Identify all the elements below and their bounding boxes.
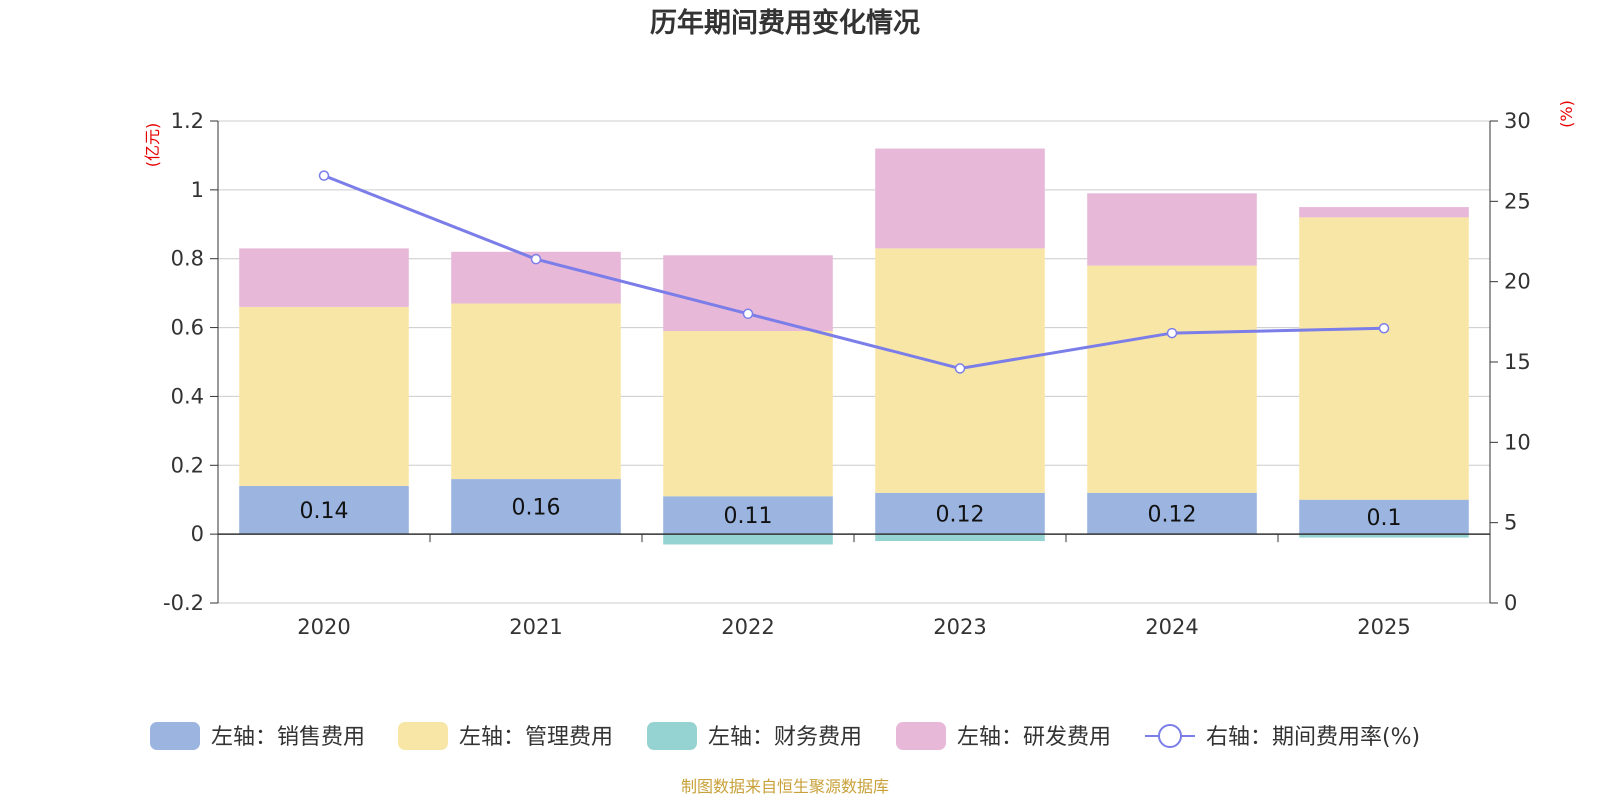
right-tick-label: 15 (1504, 350, 1531, 374)
right-tick-label: 10 (1504, 430, 1531, 454)
bar-layer (239, 148, 1469, 545)
bar-segment (1299, 534, 1469, 538)
bar-data-label: 0.16 (512, 496, 561, 521)
chart-title: 历年期间费用变化情况 (650, 7, 920, 39)
left-tick-label: 1 (191, 178, 204, 202)
left-tick-label: 0.6 (171, 316, 204, 340)
rate-point (318, 170, 330, 181)
left-tick-label: 1.2 (171, 109, 204, 133)
data-labels: 0.14 0.16 0.11 0.12 0.12 0.1 (300, 496, 1402, 531)
bar-segment (663, 534, 833, 545)
legend-marker (1158, 724, 1182, 748)
x-tick-label: 2025 (1357, 615, 1410, 639)
legend: 左轴：销售费用 左轴：管理费用 左轴：财务费用 左轴：研发费用 右轴：期间费用率(%) (150, 722, 1420, 750)
right-axis-unit: (%) (1557, 100, 1576, 128)
rate-point (742, 308, 754, 320)
left-tick-label: 0.4 (171, 384, 204, 408)
right-tick-label: 20 (1504, 270, 1531, 294)
left-tick-label: 0.8 (171, 247, 204, 271)
axes: 1.2 1 0.8 0.6 0.4 0.2 0 -0.2 30 25 20 15 10 5 0 2020 202… (163, 109, 1531, 639)
bar-segment (875, 148, 1045, 249)
right-tick-label: 0 (1504, 591, 1517, 615)
x-tick-label: 2022 (721, 615, 774, 639)
bar-segment (451, 479, 621, 535)
bar-segment (1299, 217, 1469, 500)
legend-label: 左轴：管理费用 (459, 725, 613, 750)
right-tick-label: 5 (1504, 511, 1517, 535)
rate-point (530, 253, 542, 265)
x-tick-label: 2024 (1145, 615, 1198, 639)
legend-swatch (647, 722, 697, 750)
rate-point (954, 363, 966, 374)
source-note: 制图数据来自恒生聚源数据库 (681, 777, 889, 796)
rate-line-layer (318, 170, 1390, 374)
bar-data-label: 0.12 (936, 502, 985, 527)
bar-segment (239, 248, 409, 307)
x-tick-label: 2021 (509, 615, 562, 639)
bar-data-label: 0.11 (724, 504, 773, 529)
rate-line (323, 174, 1385, 370)
bar-segment (1087, 265, 1257, 493)
bar-segment (1087, 193, 1257, 266)
x-tick-label: 2023 (933, 615, 986, 639)
bar-data-label: 0.12 (1148, 502, 1197, 527)
legend-label: 左轴：财务费用 (708, 725, 862, 750)
left-tick-label: 0.2 (171, 453, 204, 477)
bar-segment (1299, 207, 1469, 218)
bar-segment (663, 331, 833, 497)
legend-swatch (896, 722, 946, 750)
right-tick-label: 25 (1504, 189, 1531, 213)
x-tick-label: 2020 (297, 615, 350, 639)
rate-point (1378, 323, 1390, 334)
legend-label: 左轴：研发费用 (957, 725, 1111, 750)
legend-swatch (150, 722, 200, 750)
bar-segment (1087, 492, 1257, 535)
left-tick-label: 0 (191, 522, 204, 546)
right-tick-label: 30 (1504, 109, 1531, 133)
bar-segment (239, 485, 409, 535)
legend-label: 右轴：期间费用率(%) (1206, 725, 1420, 750)
bar-segment (451, 303, 621, 480)
bar-data-label: 0.1 (1367, 506, 1402, 531)
bar-segment (663, 255, 833, 332)
legend-label: 左轴：销售费用 (211, 725, 365, 750)
bar-segment (1299, 499, 1469, 535)
bar-segment (663, 496, 833, 535)
left-tick-label: -0.2 (163, 591, 204, 615)
legend-swatch (398, 722, 448, 750)
rate-point (1166, 327, 1178, 339)
left-axis-unit: (亿元) (143, 123, 162, 168)
bar-segment (239, 306, 409, 486)
bar-segment (875, 534, 1045, 542)
bar-segment (875, 492, 1045, 535)
bar-data-label: 0.14 (300, 499, 349, 524)
